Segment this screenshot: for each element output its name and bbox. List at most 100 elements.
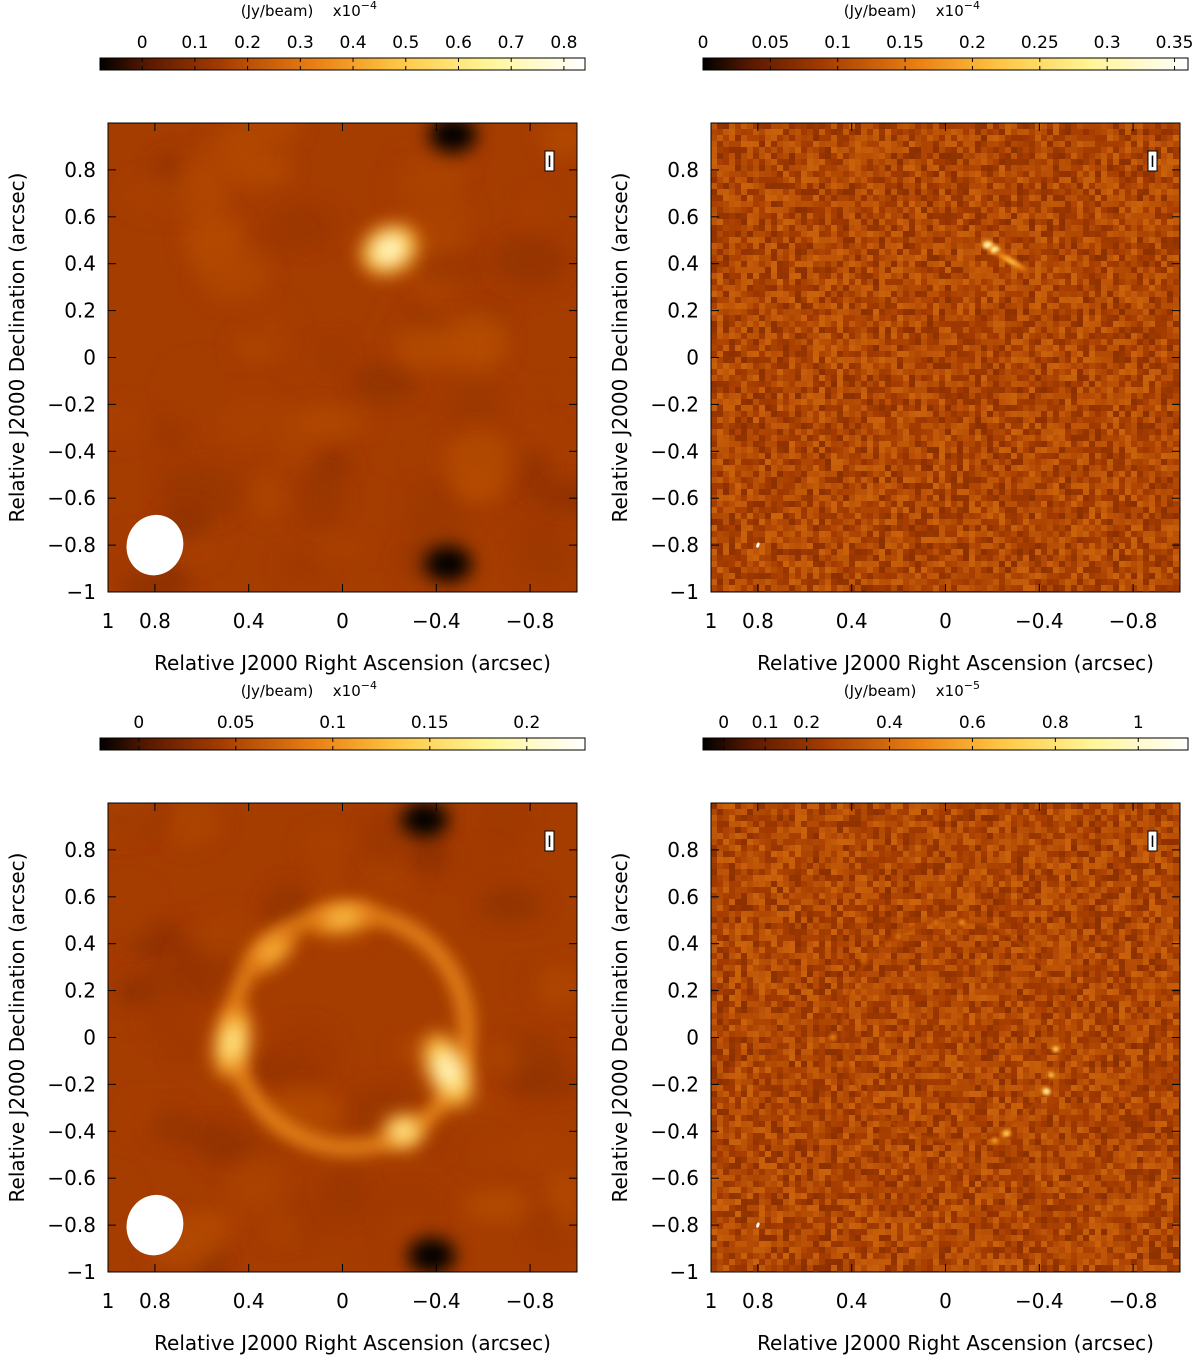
source (1051, 1045, 1060, 1053)
colorbar-bar (702, 737, 1189, 751)
source (1046, 1071, 1056, 1079)
stokes-label: I (1150, 832, 1155, 851)
stokes-label: I (1150, 152, 1155, 171)
y-tick-label: −0.8 (47, 1213, 96, 1237)
y-tick-label: −0.6 (47, 486, 96, 510)
colorbar-tick-label: 0.7 (498, 33, 525, 53)
y-tick-label: −0.4 (47, 1119, 96, 1143)
y-tick-label: 0.4 (64, 252, 96, 276)
y-tick-label: 0.8 (667, 158, 699, 182)
image: I (108, 803, 577, 1272)
y-tick-label: −0.6 (650, 1166, 699, 1190)
y-tick-label: −1 (670, 1260, 699, 1284)
stokes-label: I (547, 832, 552, 851)
y-tick-label: 0 (686, 346, 699, 370)
x-axis-label: Relative J2000 Right Ascension (arcsec) (154, 1331, 551, 1355)
source (360, 223, 419, 276)
y-tick-label: 0.6 (667, 885, 699, 909)
x-tick-label: 0.4 (233, 609, 265, 633)
x-tick-label: 0.4 (233, 1289, 265, 1313)
y-tick-label: −0.8 (650, 533, 699, 557)
y-tick-label: −0.8 (47, 533, 96, 557)
colorbar-tick-label: 0.8 (550, 33, 577, 53)
beam-ellipse (126, 514, 184, 576)
y-tick-label: 0.8 (64, 158, 96, 182)
x-tick-label: 0.4 (836, 609, 868, 633)
image: I (711, 123, 1180, 592)
x-tick-label: 0.8 (139, 609, 171, 633)
noise (711, 123, 1180, 592)
source (1001, 1129, 1012, 1138)
colorbar-tick-label: 0.1 (824, 33, 851, 53)
x-tick-label: −0.8 (1109, 609, 1158, 633)
source (828, 1033, 838, 1042)
colorbar-tick-label: 0 (137, 33, 148, 53)
x-tick-label: 0 (939, 609, 952, 633)
colorbar-tick-label: 0.15 (886, 33, 924, 53)
y-axis-label: Relative J2000 Declination (arcsec) (5, 173, 29, 523)
x-axis-label: Relative J2000 Right Ascension (arcsec) (757, 1331, 1154, 1355)
y-tick-label: −1 (67, 1260, 96, 1284)
colorbar-tick-label: 0.2 (513, 713, 540, 733)
x-tick-label: 0 (336, 1289, 349, 1313)
panel-top-right: (Jy/beam) x10−4 0 0.05 0.1 0.15 0.2 0.25 0.3 0.35… (608, 0, 1193, 675)
y-tick-label: 0 (83, 1026, 96, 1050)
x-tick-label: 0 (336, 609, 349, 633)
colorbar-tick-label: 0.3 (287, 33, 314, 53)
y-tick-label: −1 (67, 580, 96, 604)
colorbar-tick-label: 0.3 (1094, 33, 1121, 53)
colorbar-label: (Jy/beam) (844, 682, 917, 700)
colorbar-tick-label: 0.6 (445, 33, 472, 53)
negative-feature (400, 803, 449, 838)
source (894, 933, 903, 941)
beam-ellipse (756, 542, 760, 548)
colorbar-tick-label: 0.05 (751, 33, 789, 53)
x-tick-label: −0.8 (506, 609, 555, 633)
panel-bottom-left: (Jy/beam) x10−4 0 0.05 0.1 0.15 0.2 I 1 0.8 0.4 0 −0… (5, 679, 586, 1355)
colorbar-tick-label: 0.2 (959, 33, 986, 53)
y-tick-label: 0.6 (64, 885, 96, 909)
y-tick-label: −0.4 (650, 439, 699, 463)
source (957, 918, 967, 927)
source (422, 1033, 474, 1108)
y-tick-label: −0.6 (650, 486, 699, 510)
y-tick-label: 0.2 (64, 979, 96, 1003)
panel-top-left: (Jy/beam) x10−4 0 0.1 0.2 0.3 0.4 0.5 0.6 0.7 0.8 I… (5, 0, 586, 675)
colorbar-label: (Jy/beam) (844, 2, 917, 20)
colorbar-bar (702, 57, 1189, 71)
colorbar-scale: x10−4 (333, 0, 377, 20)
colorbar-tick-label: 0.1 (319, 713, 346, 733)
colorbar-bar (99, 737, 586, 751)
x-tick-label: 1 (102, 1289, 115, 1313)
x-axis-label: Relative J2000 Right Ascension (arcsec) (154, 651, 551, 675)
x-tick-label: 1 (705, 1289, 718, 1313)
einstein-ring (840, 918, 1065, 1143)
x-tick-label: −0.4 (1015, 1289, 1064, 1313)
y-tick-label: −0.2 (47, 392, 96, 416)
x-axis-label: Relative J2000 Right Ascension (arcsec) (757, 651, 1154, 675)
x-tick-label: −0.4 (1015, 609, 1064, 633)
y-axis-label: Relative J2000 Declination (arcsec) (608, 853, 632, 1203)
x-tick-label: 1 (102, 609, 115, 633)
colorbar-tick-label: 0.05 (217, 713, 255, 733)
x-tick-label: 0.4 (836, 1289, 868, 1313)
source (1041, 1087, 1052, 1096)
colorbar-tick-label: 0.25 (1021, 33, 1059, 53)
colorbar-tick-label: 0.6 (959, 713, 986, 733)
noise (711, 803, 1180, 1272)
noise (108, 123, 577, 592)
x-tick-label: −0.4 (412, 609, 461, 633)
y-tick-label: 0.4 (667, 252, 699, 276)
x-tick-label: 0 (939, 1289, 952, 1313)
colorbar-tick-label: 0.5 (392, 33, 419, 53)
y-tick-label: 0 (83, 346, 96, 370)
colorbar-label: (Jy/beam) (241, 682, 314, 700)
colorbar-tick-label: 1 (1133, 713, 1144, 733)
stokes-box (1147, 830, 1158, 852)
colorbar-tick-label: 0.2 (793, 713, 820, 733)
y-tick-label: 0.8 (64, 838, 96, 862)
y-tick-label: −0.4 (47, 439, 96, 463)
y-tick-label: 0.6 (667, 205, 699, 229)
colorbar: (Jy/beam) x10−4 0 0.1 0.2 0.3 0.4 0.5 0.6 0.7 0.8 (99, 0, 586, 71)
